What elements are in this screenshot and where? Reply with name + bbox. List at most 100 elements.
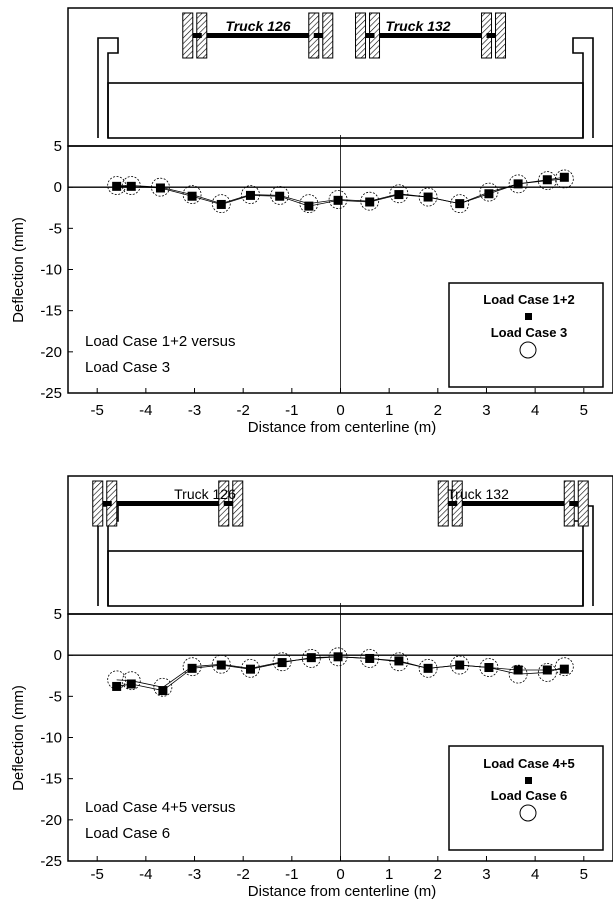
y-tick-label: -15 <box>40 771 62 788</box>
axle-stub <box>102 501 112 506</box>
square-marker <box>158 686 168 696</box>
square-marker <box>423 663 433 673</box>
square-marker <box>187 663 197 673</box>
square-marker <box>423 192 433 202</box>
legend-label-b-2: Load Case 6 <box>491 788 568 803</box>
bridge-deck-2 <box>107 550 584 607</box>
x-tick-label: 0 <box>336 402 344 419</box>
legend-label-a-1: Load Case 1+2 <box>483 292 574 307</box>
square-marker <box>277 658 287 668</box>
series-markers-1 <box>107 169 574 214</box>
note-line-2-1: Load Case 3 <box>85 359 170 376</box>
square-marker <box>394 656 404 666</box>
note-line-1-1: Load Case 1+2 versus <box>85 333 236 350</box>
square-marker <box>559 664 569 674</box>
x-tick-label: -2 <box>237 866 250 883</box>
bridge-sketch-1 <box>97 37 594 139</box>
x-tick-label: -1 <box>285 866 298 883</box>
y-tick-label: -20 <box>40 812 62 829</box>
square-marker <box>155 183 165 193</box>
y-tick-label: -25 <box>40 385 62 402</box>
y-tick-label: -5 <box>49 688 62 705</box>
square-marker <box>112 181 122 191</box>
square-marker <box>304 201 314 211</box>
circle-marker <box>418 658 438 678</box>
y-tick-label: -15 <box>40 303 62 320</box>
circle-marker <box>554 657 574 677</box>
square-marker <box>394 190 404 200</box>
circle-marker <box>151 177 170 197</box>
square-marker <box>126 679 136 689</box>
circle-marker <box>241 658 260 678</box>
circle-marker <box>508 174 528 194</box>
square-marker <box>542 665 552 675</box>
legend-label-a-2: Load Case 4+5 <box>483 756 574 771</box>
circle-marker <box>360 191 380 211</box>
truck-126-sketch <box>182 12 334 59</box>
legend-marker-square-2 <box>525 777 532 784</box>
y-axis-1: 5 0 -5 -10 -15 -20 -25 <box>40 138 73 402</box>
x-tick-label: -1 <box>285 402 298 419</box>
square-marker <box>333 195 343 205</box>
x-tick-label: 1 <box>385 402 393 419</box>
circle-marker <box>479 658 499 677</box>
axle <box>379 33 482 38</box>
circle-marker <box>107 176 127 195</box>
circle-marker <box>479 182 499 202</box>
circle-marker <box>301 649 321 668</box>
circle-marker <box>508 664 528 684</box>
square-marker <box>455 199 465 209</box>
x-axis-1: -5 -4 -3 -2 -1 0 1 2 3 4 5 <box>91 388 588 419</box>
x-tick-label: 5 <box>580 402 588 419</box>
truck-126-label-2: Truck 126 <box>174 486 236 502</box>
axle <box>116 501 219 506</box>
truck-132-label-2: Truck 132 <box>447 486 509 502</box>
legend-label-b-1: Load Case 3 <box>491 325 568 340</box>
legend-1: Load Case 1+2 Load Case 3 <box>448 282 604 388</box>
axle <box>206 33 309 38</box>
right-barrier-1 <box>572 37 594 138</box>
x-tick-label: -3 <box>188 402 201 419</box>
legend-box-2 <box>448 745 604 851</box>
x-axis-2: -5 -4 -3 -2 -1 0 1 2 3 4 5 <box>91 856 588 883</box>
square-marker <box>126 181 136 191</box>
circle-marker <box>107 670 127 690</box>
circle-marker <box>389 184 409 204</box>
axle-stub <box>313 33 323 38</box>
axle-stub <box>448 501 458 506</box>
y-tick-label: 0 <box>54 647 62 664</box>
axle-stub <box>569 501 579 506</box>
circle-marker <box>328 647 348 667</box>
x-tick-label: 2 <box>434 866 442 883</box>
x-axis-title-1: Distance from centerline (m) <box>248 419 436 436</box>
square-marker <box>365 197 375 207</box>
circle-marker <box>211 654 231 674</box>
truck-126-sketch <box>92 480 244 527</box>
y-tick-label: -10 <box>40 262 62 279</box>
circle-marker <box>182 185 202 204</box>
x-tick-label: 0 <box>336 866 344 883</box>
bridge-sketch-frame-2 <box>67 475 613 615</box>
series-markers-2 <box>107 647 574 697</box>
square-marker <box>187 191 197 201</box>
square-marker <box>245 190 255 200</box>
y-tick-label: -25 <box>40 853 62 870</box>
square-marker <box>559 172 569 182</box>
circle-marker <box>450 194 470 214</box>
note-line-2-2: Load Case 6 <box>85 825 170 842</box>
x-axis-title-2: Distance from centerline (m) <box>248 883 436 900</box>
circle-marker <box>418 187 438 207</box>
y-tick-label: 5 <box>54 138 62 155</box>
trucks-1 <box>182 12 507 59</box>
wheel <box>92 480 104 527</box>
wheel <box>577 480 589 527</box>
circle-marker <box>241 185 260 204</box>
x-tick-label: -4 <box>139 402 152 419</box>
y-tick-label: 5 <box>54 606 62 623</box>
y-tick-label: 0 <box>54 179 62 196</box>
axle <box>462 501 565 506</box>
note-line-1-2: Load Case 4+5 versus <box>85 799 236 816</box>
x-tick-label: 2 <box>434 402 442 419</box>
truck-132-sketch <box>437 480 589 527</box>
